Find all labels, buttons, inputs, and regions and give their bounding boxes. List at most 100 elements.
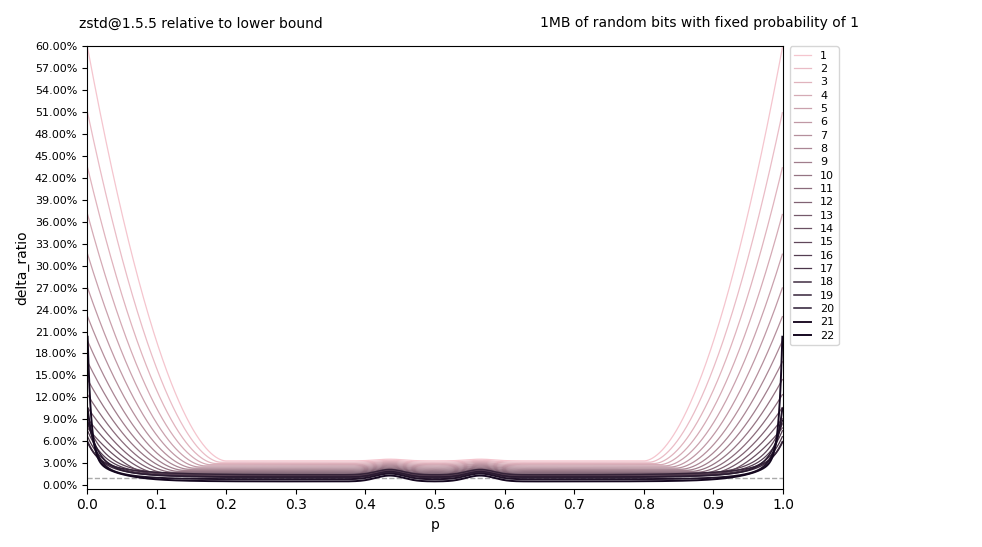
4	[405, 461, 416, 467]
6	[405, 463, 416, 469]
19	[777, 439, 789, 446]
10	[173, 468, 185, 475]
17	[767, 450, 779, 457]
Line: 7: 7	[87, 317, 783, 468]
18	[472, 469, 484, 476]
12	[162, 470, 174, 476]
16	[405, 472, 416, 478]
6	[771, 301, 783, 307]
10	[533, 468, 545, 475]
5	[405, 462, 416, 468]
7	[432, 465, 444, 472]
11	[533, 469, 545, 475]
21	[771, 438, 783, 445]
17	[771, 444, 783, 451]
19	[432, 472, 444, 478]
Line: 17: 17	[87, 437, 783, 477]
4	[533, 462, 545, 468]
15	[533, 473, 545, 479]
17	[777, 433, 789, 440]
7	[82, 313, 93, 320]
11	[432, 469, 444, 475]
5	[771, 269, 783, 276]
11	[472, 465, 484, 472]
19	[771, 449, 783, 456]
Line: 16: 16	[87, 430, 783, 476]
13	[472, 467, 484, 473]
22	[323, 478, 335, 485]
Text: zstd@1.5.5 relative to lower bound: zstd@1.5.5 relative to lower bound	[79, 16, 322, 31]
20	[771, 437, 783, 444]
5	[82, 251, 93, 258]
3	[82, 165, 93, 171]
12	[472, 466, 484, 473]
Line: 9: 9	[87, 362, 783, 470]
14	[771, 432, 783, 438]
12	[82, 404, 93, 411]
3	[771, 188, 783, 194]
3	[777, 165, 789, 171]
4	[767, 247, 779, 253]
8	[767, 359, 779, 366]
Line: 22: 22	[87, 337, 783, 481]
15	[432, 473, 444, 479]
20	[777, 417, 789, 423]
12	[405, 469, 416, 475]
8	[533, 466, 545, 473]
8	[405, 465, 416, 472]
5	[767, 282, 779, 289]
5	[199, 463, 211, 469]
1	[533, 458, 545, 464]
Line: 18: 18	[87, 441, 783, 478]
16	[767, 446, 779, 452]
Line: 3: 3	[87, 168, 783, 463]
15	[82, 421, 93, 427]
10	[472, 464, 484, 471]
6	[194, 464, 206, 470]
19	[405, 470, 416, 476]
19	[472, 467, 484, 473]
5	[533, 463, 545, 469]
16	[777, 427, 789, 434]
14	[405, 470, 416, 477]
12	[777, 404, 789, 411]
19	[82, 439, 93, 446]
7	[189, 465, 200, 472]
Line: 8: 8	[87, 341, 783, 469]
11	[771, 400, 783, 407]
12	[771, 412, 783, 419]
20	[325, 474, 337, 480]
Line: 11: 11	[87, 395, 783, 472]
Line: 12: 12	[87, 408, 783, 473]
15	[771, 433, 783, 440]
2	[82, 109, 93, 116]
7	[767, 338, 779, 345]
10	[405, 467, 416, 474]
2	[405, 458, 416, 465]
21	[323, 476, 335, 482]
6	[777, 284, 789, 291]
9	[178, 467, 190, 474]
8	[771, 351, 783, 357]
Line: 5: 5	[87, 254, 783, 466]
17	[432, 474, 444, 480]
13	[533, 471, 545, 478]
18	[767, 454, 779, 461]
2	[432, 459, 444, 465]
10	[82, 376, 93, 383]
10	[777, 376, 789, 383]
X-axis label: p: p	[430, 518, 439, 532]
17	[82, 433, 93, 440]
16	[330, 473, 342, 480]
16	[82, 427, 93, 434]
19	[330, 472, 342, 478]
1	[767, 96, 779, 103]
Line: 6: 6	[87, 288, 783, 467]
11	[767, 407, 779, 414]
18	[82, 438, 93, 445]
21	[777, 405, 789, 412]
22	[777, 334, 789, 340]
3	[405, 459, 416, 466]
9	[767, 378, 779, 385]
22	[405, 476, 416, 483]
